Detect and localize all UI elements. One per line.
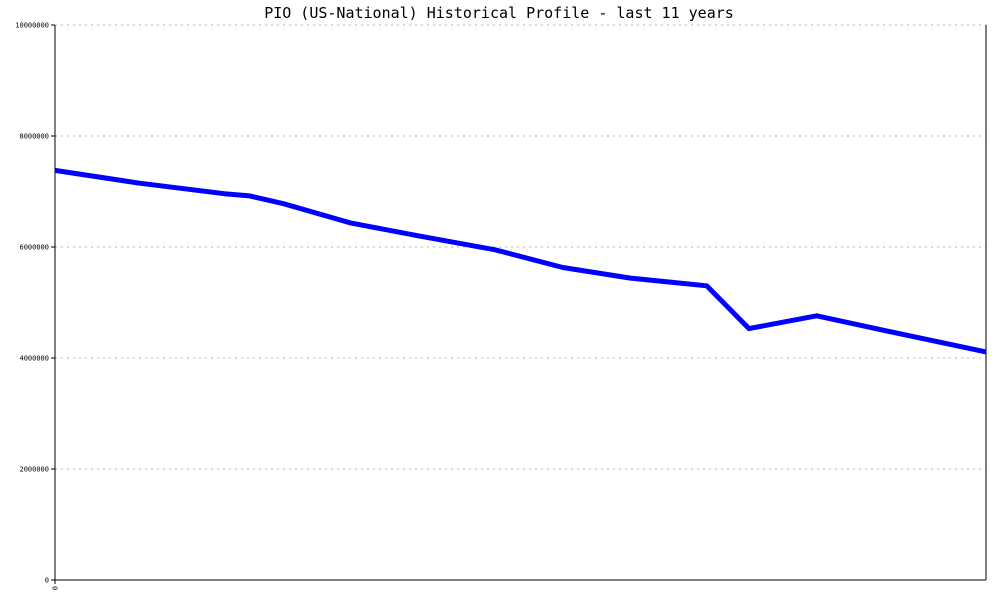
x-tick-labels: 0 <box>52 586 60 590</box>
y-tick-labels: 10000000 8000000 6000000 4000000 2000000 0 <box>15 22 49 585</box>
gridlines <box>55 24 986 470</box>
axes <box>51 24 987 584</box>
y-tick-label: 4000000 <box>19 355 49 363</box>
y-tick-label: 10000000 <box>15 22 49 30</box>
series-group <box>54 167 987 355</box>
y-tick-label: 0 <box>45 577 49 585</box>
y-tick-label: 6000000 <box>19 244 49 252</box>
y-tick-label: 8000000 <box>19 133 49 141</box>
chart-title: PIO (US-National) Historical Profile - l… <box>264 4 734 22</box>
y-tick-label: 2000000 <box>19 466 49 474</box>
series-line <box>54 167 987 355</box>
x-tick-label: 0 <box>52 586 60 590</box>
